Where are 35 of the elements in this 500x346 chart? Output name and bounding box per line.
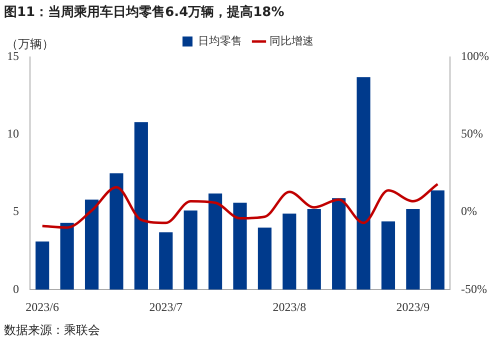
bar bbox=[208, 193, 222, 290]
bar bbox=[282, 214, 296, 290]
bar bbox=[332, 198, 346, 290]
y2-tick-label: -50% bbox=[461, 282, 488, 296]
bar bbox=[84, 200, 99, 290]
bar bbox=[110, 173, 124, 290]
y-tick-label: 5 bbox=[13, 204, 19, 218]
y-axis-title: （万辆） bbox=[6, 37, 54, 52]
bar bbox=[381, 221, 396, 290]
y2-tick-label: 50% bbox=[461, 126, 484, 141]
bar bbox=[159, 232, 173, 290]
line-series bbox=[41, 182, 439, 229]
y2-tick-label: 0% bbox=[461, 204, 478, 218]
bar bbox=[307, 208, 321, 290]
y-tick-label: 0 bbox=[13, 282, 19, 296]
legend-label: 日均零售 bbox=[198, 34, 242, 48]
y-tick-label: 10 bbox=[7, 126, 19, 141]
x-tick-label: 2023/9 bbox=[396, 300, 430, 314]
bar bbox=[356, 77, 370, 290]
bar bbox=[60, 222, 74, 290]
legend-label: 同比增速 bbox=[270, 34, 314, 48]
x-tick-label: 2023/6 bbox=[26, 300, 60, 314]
source-note: 数据来源：乘联会 bbox=[4, 322, 100, 339]
y2-tick-label: 100% bbox=[461, 49, 490, 64]
x-tick-label: 2023/8 bbox=[272, 300, 306, 314]
bar bbox=[36, 242, 50, 290]
bar bbox=[134, 122, 148, 290]
bar bbox=[184, 210, 198, 290]
bar bbox=[406, 208, 420, 290]
bar bbox=[258, 228, 272, 290]
bar bbox=[430, 190, 444, 290]
bar bbox=[233, 202, 247, 290]
chart-title: 图11：当周乘用车日均零售6.4万辆，提高18% bbox=[4, 4, 284, 21]
y-tick-label: 15 bbox=[7, 49, 19, 64]
x-tick-label: 2023/7 bbox=[149, 300, 183, 314]
